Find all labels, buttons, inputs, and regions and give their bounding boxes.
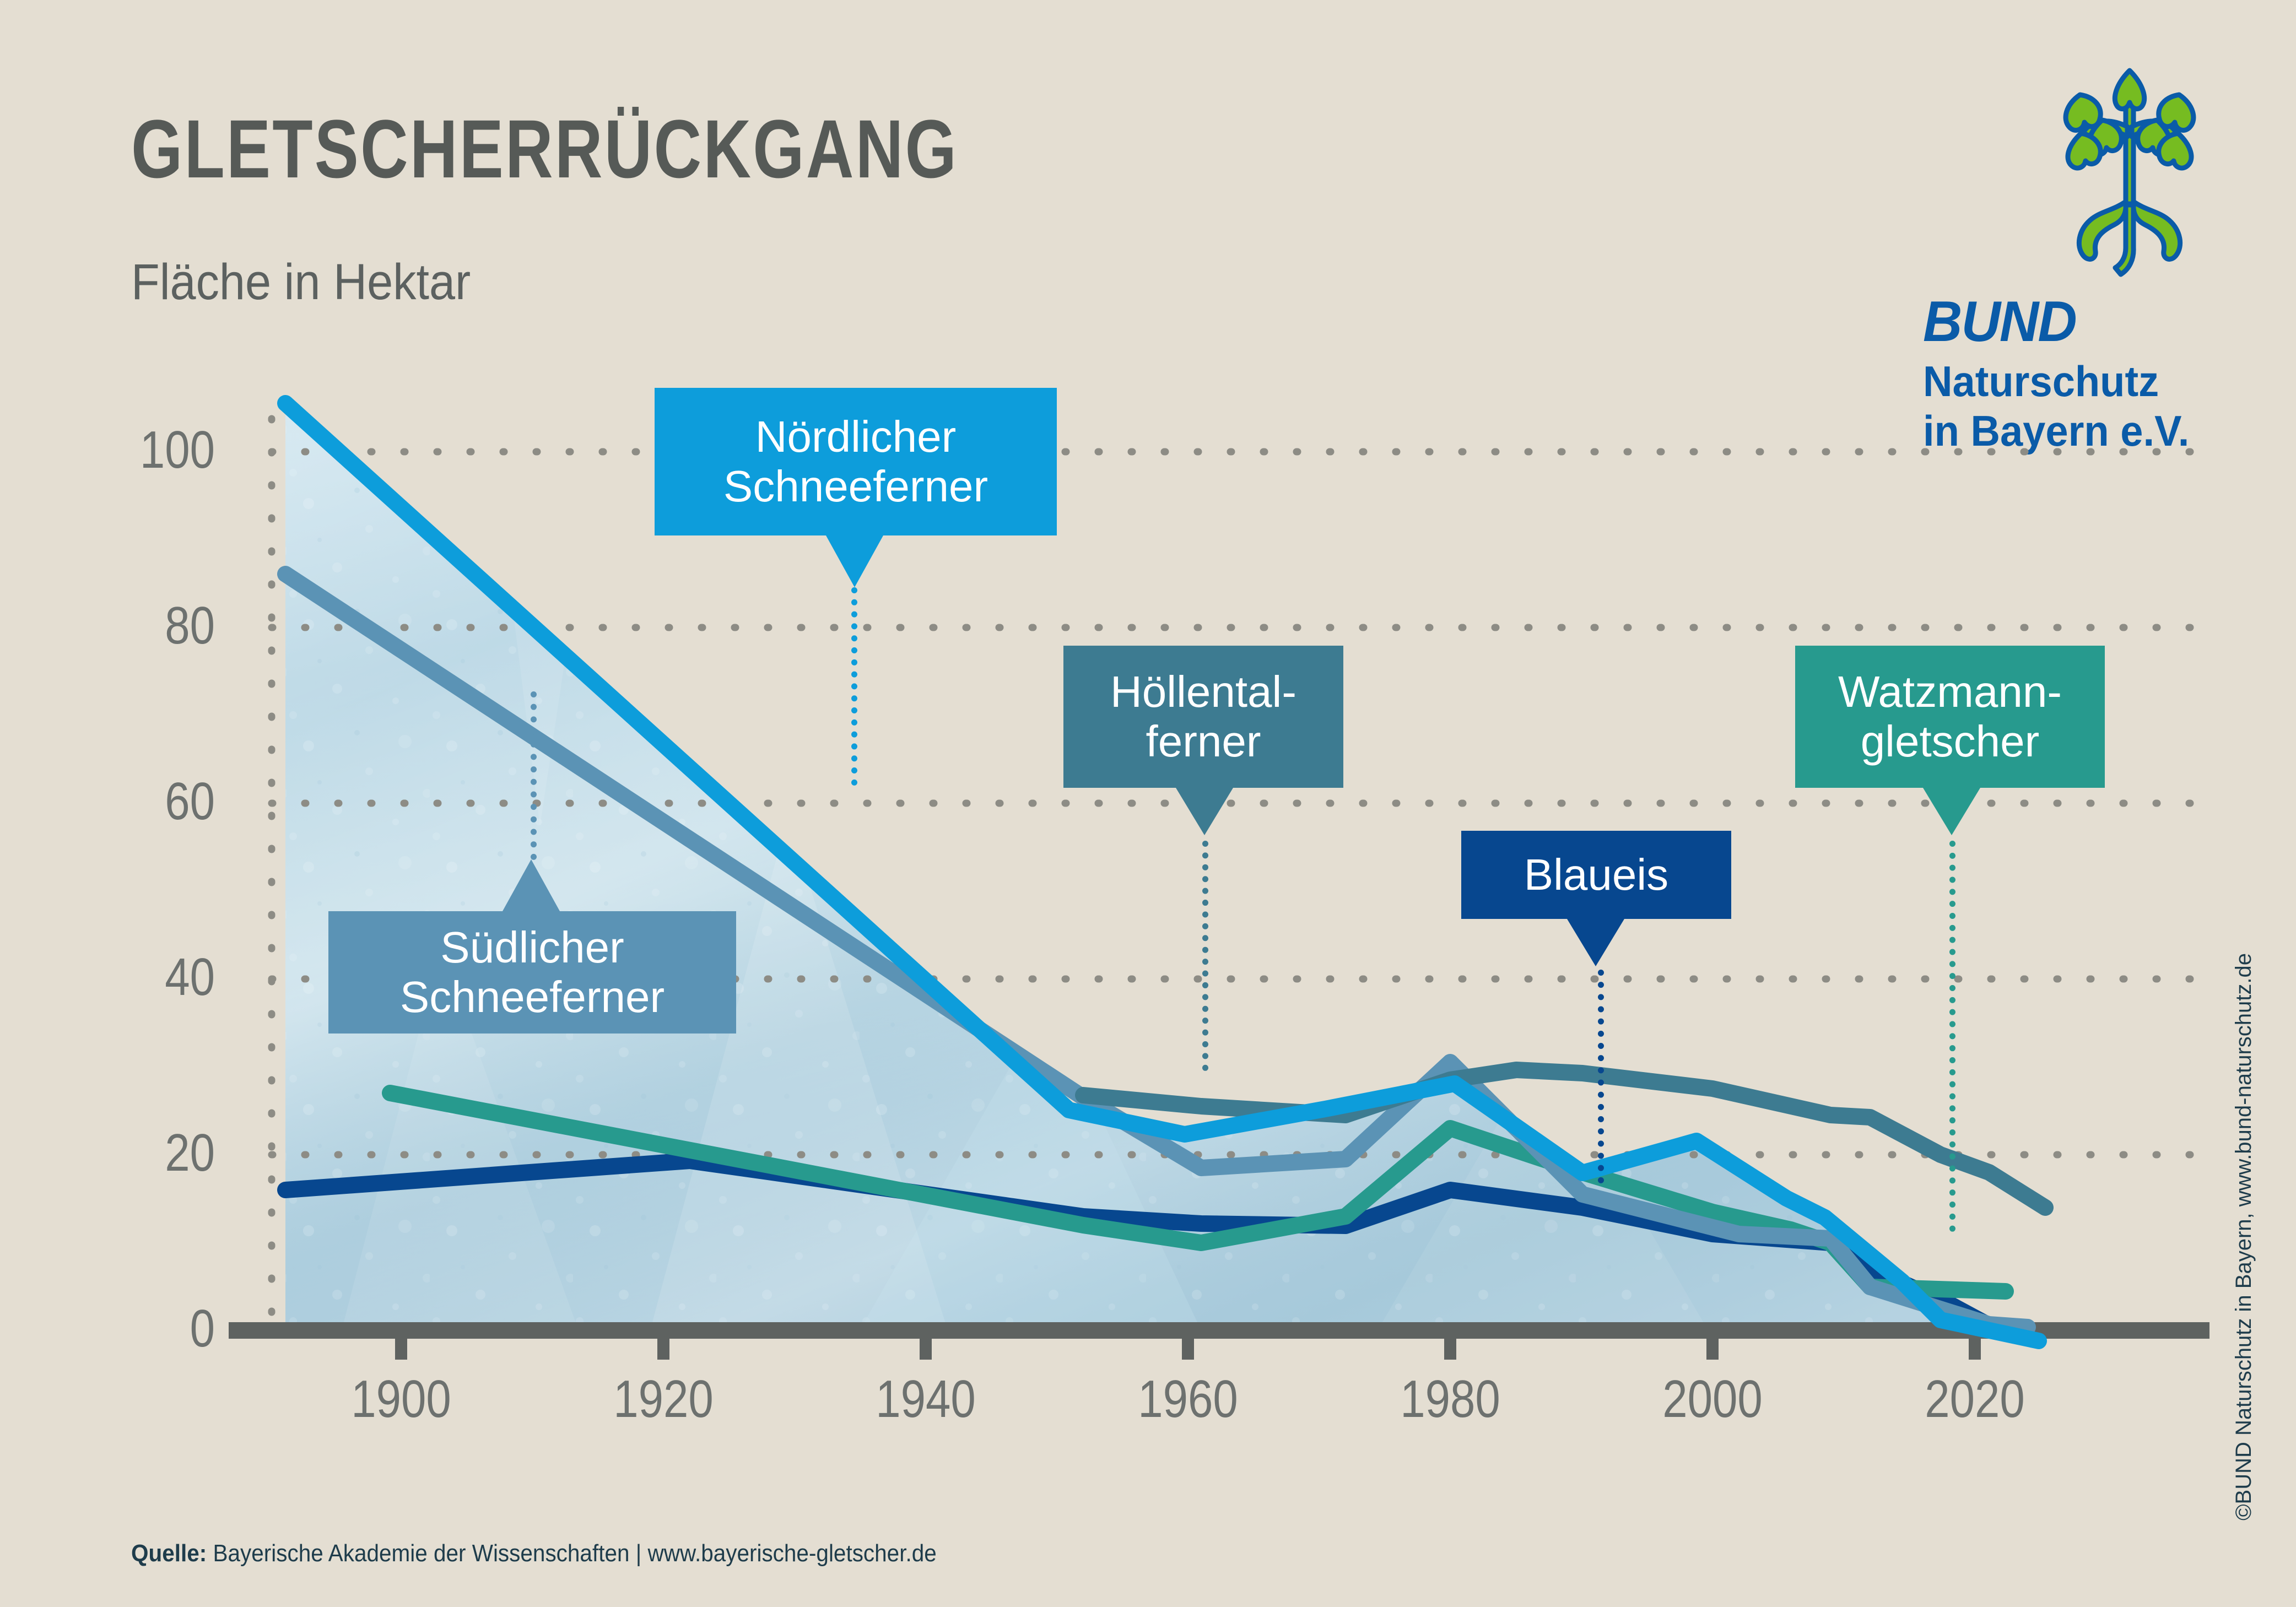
x-tick-2020: 2020 bbox=[1925, 1370, 2025, 1429]
source-label: Quelle: bbox=[131, 1540, 207, 1567]
x-tick-1980: 1980 bbox=[1400, 1370, 1500, 1429]
series-line-noerdlicher-schneeferner bbox=[277, 395, 2047, 1349]
x-tick-2000: 2000 bbox=[1662, 1370, 1763, 1429]
callout-leader-suedlicher bbox=[531, 691, 537, 860]
y-tick-40: 40 bbox=[165, 948, 215, 1007]
callout-pointer-watzmann bbox=[1923, 788, 1980, 835]
bund-logo: BUND Naturschutz in Bayern e.V. bbox=[1923, 68, 2209, 453]
callout-leader-blaueis bbox=[1598, 970, 1604, 1183]
callout-label-noerdlicher: Nördlicher Schneeferner bbox=[723, 412, 988, 511]
callout-watzmanngletscher[interactable]: Watzmann- gletscher bbox=[1795, 646, 2105, 835]
callout-suedlicher-schneeferner[interactable]: Südlicher Schneeferner bbox=[328, 859, 736, 1034]
callout-leader-hoellental bbox=[1202, 841, 1208, 1071]
callout-pointer-blaueis bbox=[1567, 919, 1624, 966]
copyright-credit: ©BUND Naturschutz in Bayern, www.bund-na… bbox=[2232, 953, 2256, 1521]
callout-noerdlicher-schneeferner[interactable]: Nördlicher Schneeferner bbox=[655, 388, 1057, 587]
bund-tree-icon bbox=[2063, 68, 2196, 277]
y-tick-0: 0 bbox=[190, 1299, 215, 1358]
y-tick-80: 80 bbox=[165, 596, 215, 655]
x-tick-1940: 1940 bbox=[876, 1370, 976, 1429]
callout-hoellentalferner[interactable]: Höllental- ferner bbox=[1063, 646, 1343, 835]
source-text: Bayerische Akademie der Wissenschaften |… bbox=[207, 1540, 937, 1567]
callout-blaueis[interactable]: Blaueis bbox=[1461, 831, 1731, 966]
logo-wordmark: BUND bbox=[1923, 290, 2077, 354]
callout-pointer-noerdlicher bbox=[826, 535, 883, 587]
callout-leader-noerdlicher bbox=[851, 587, 857, 786]
callout-label-watzmann: Watzmann- gletscher bbox=[1838, 667, 2062, 766]
x-tick-1900: 1900 bbox=[351, 1370, 451, 1429]
callout-label-hoellental: Höllental- ferner bbox=[1110, 667, 1296, 766]
callout-label-blaueis: Blaueis bbox=[1524, 850, 1669, 900]
x-axis-ticks bbox=[395, 1322, 1981, 1360]
callout-pointer-suedlicher bbox=[503, 859, 560, 911]
x-tick-1920: 1920 bbox=[613, 1370, 714, 1429]
callout-leader-watzmann bbox=[1949, 841, 1955, 1232]
page-title: GLETSCHERRÜCKGANG bbox=[131, 102, 959, 195]
y-tick-20: 20 bbox=[165, 1123, 215, 1182]
source-credit: Quelle: Bayerische Akademie der Wissensc… bbox=[131, 1540, 937, 1567]
y-tick-60: 60 bbox=[165, 772, 215, 831]
callout-label-suedlicher: Südlicher Schneeferner bbox=[399, 923, 665, 1021]
y-tick-100: 100 bbox=[139, 420, 215, 479]
logo-line3: in Bayern e.V. bbox=[1923, 407, 2190, 455]
series-group bbox=[277, 395, 2054, 1349]
logo-line2: Naturschutz bbox=[1923, 357, 2159, 405]
page-subtitle: Fläche in Hektar bbox=[131, 254, 471, 310]
callout-pointer-hoellental bbox=[1176, 788, 1233, 835]
x-tick-1960: 1960 bbox=[1138, 1370, 1238, 1429]
